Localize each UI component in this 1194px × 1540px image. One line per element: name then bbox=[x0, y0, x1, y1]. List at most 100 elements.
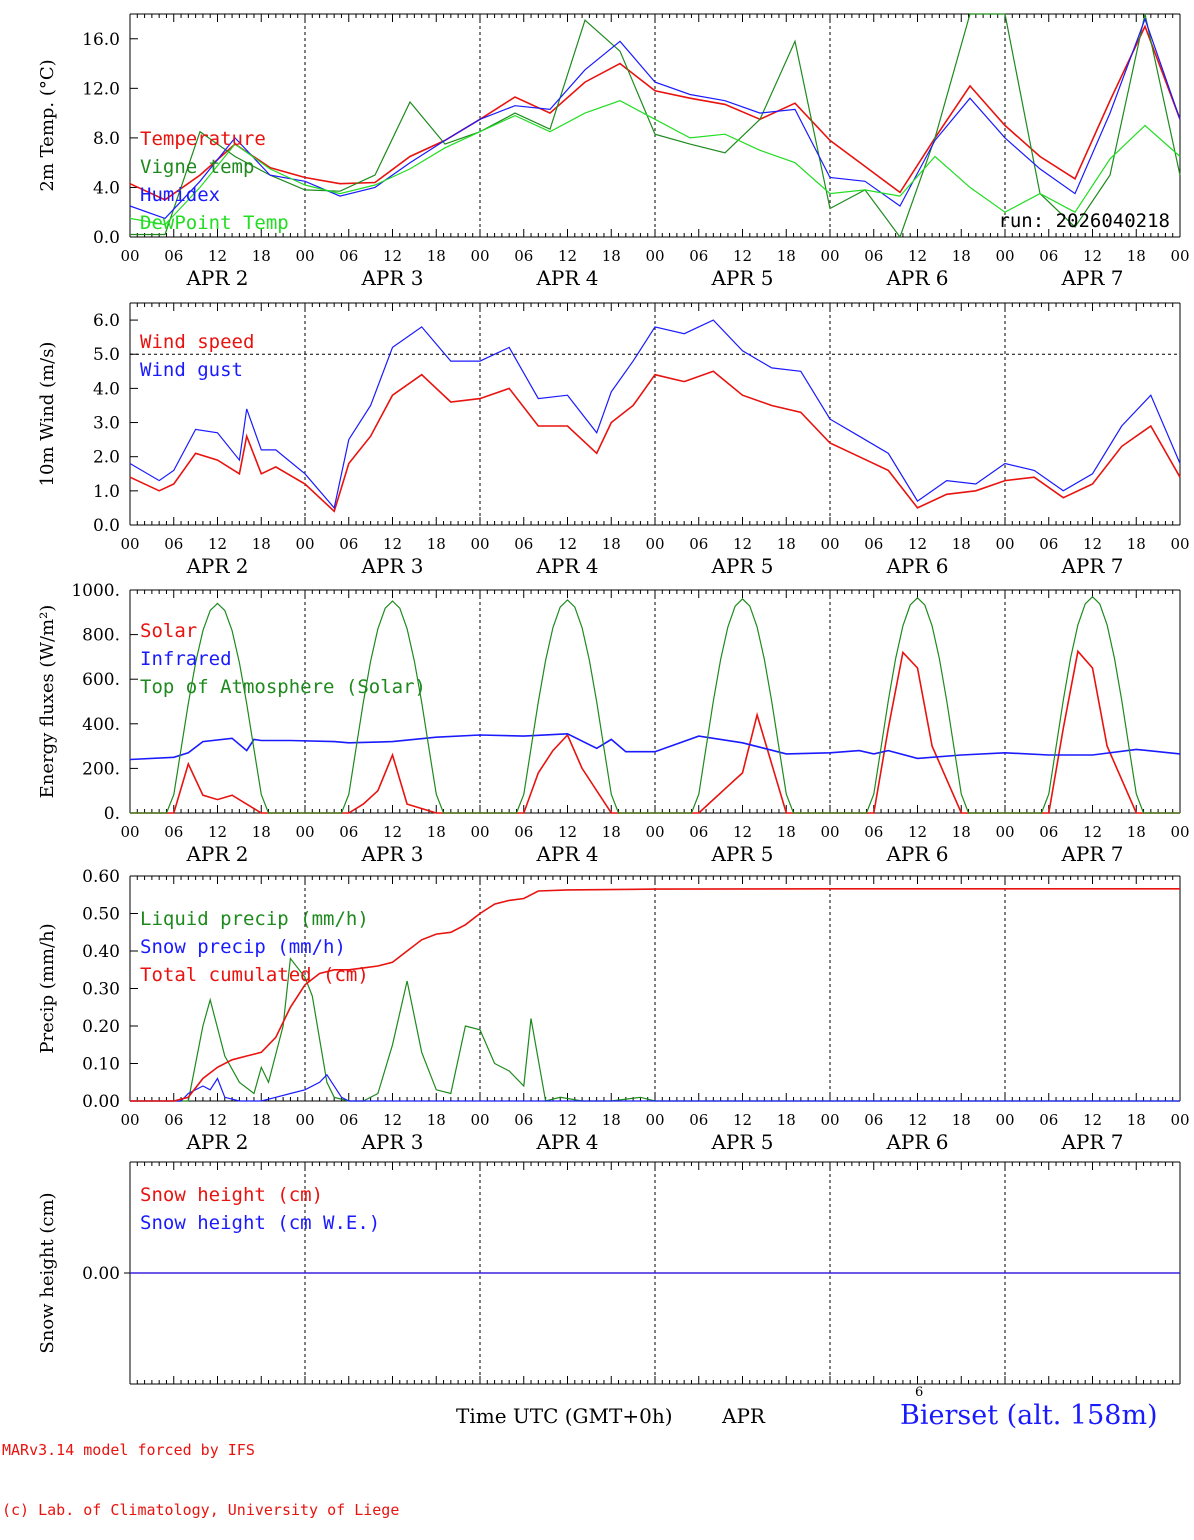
panel-snow: 0.00 Snow height (cm) Snow height (cm) Snow… bbox=[37, 1161, 1181, 1385]
series-line-liquid-precip-mm-h bbox=[130, 956, 1180, 1102]
x-tick-label: 12 bbox=[383, 247, 402, 265]
x-tick-label: 12 bbox=[558, 823, 577, 841]
x-tick-label: 06 bbox=[164, 535, 183, 553]
x-tick-label: 00 bbox=[645, 247, 664, 265]
y-tick-label: 5.0 bbox=[93, 345, 120, 365]
y-tick-label: 0. bbox=[104, 804, 120, 824]
x-tick-label: 00 bbox=[820, 1111, 839, 1129]
x-tick-label: 06 bbox=[864, 247, 883, 265]
legend-entry: DewPoint Temp bbox=[140, 212, 289, 234]
x-tick-label: 12 bbox=[908, 1111, 927, 1129]
x-tick-label: 06 bbox=[1039, 535, 1058, 553]
x-tick-label: 00 bbox=[995, 247, 1014, 265]
x-tick-label: 06 bbox=[864, 535, 883, 553]
series-line-humidex bbox=[129, 17, 1181, 220]
y-tick-label: 0.40 bbox=[82, 942, 120, 962]
x-tick-label: 00 bbox=[820, 823, 839, 841]
x-tick-label: 00 bbox=[120, 823, 139, 841]
x-tick-label: 12 bbox=[558, 247, 577, 265]
y-tick-label: 0.00 bbox=[82, 1264, 120, 1284]
x-tick-label: 18 bbox=[952, 823, 971, 841]
day-label: APR 2 bbox=[185, 1130, 248, 1154]
legend-entry: Wind speed bbox=[140, 331, 254, 353]
station-label: Bierset (alt. 158m) bbox=[900, 1400, 1158, 1431]
x-tick-label: 00 bbox=[470, 823, 489, 841]
day-label: APR 6 bbox=[885, 554, 948, 578]
run-annotation: run: 2026040218 bbox=[998, 210, 1170, 232]
day-label: APR 4 bbox=[535, 266, 598, 290]
x-tick-label: 06 bbox=[689, 1111, 708, 1129]
credit-line-2: (c) Lab. of Climatology, University of L… bbox=[2, 1501, 400, 1519]
x-tick-label: 12 bbox=[558, 535, 577, 553]
series-line-wind-gust bbox=[129, 319, 1181, 510]
x-tick-label: 00 bbox=[1170, 823, 1189, 841]
x-tick-label: 18 bbox=[777, 247, 796, 265]
x-tick-label: 18 bbox=[427, 247, 446, 265]
legend-entry: Snow height (cm) bbox=[140, 1184, 323, 1206]
x-tick-label: 12 bbox=[908, 247, 927, 265]
x-tick-label: 12 bbox=[1083, 1111, 1102, 1129]
x-tick-label: 00 bbox=[120, 535, 139, 553]
month-label: APR bbox=[722, 1404, 765, 1428]
x-tick-label: 06 bbox=[689, 247, 708, 265]
x-tick-label: 18 bbox=[1127, 247, 1146, 265]
legend-entry: Wind gust bbox=[140, 359, 243, 381]
x-tick-label: 18 bbox=[1127, 535, 1146, 553]
x-tick-label: 18 bbox=[602, 247, 621, 265]
y-tick-label: 400. bbox=[82, 715, 120, 735]
x-tick-label: 12 bbox=[733, 535, 752, 553]
y-tick-label: 0.0 bbox=[93, 516, 120, 536]
x-tick-label: 06 bbox=[1039, 823, 1058, 841]
x-tick-label: 12 bbox=[208, 1111, 227, 1129]
series-line-temperature bbox=[129, 24, 1181, 201]
legend-entry: Top of Atmosphere (Solar) bbox=[140, 676, 426, 698]
x-tick-label: 06 bbox=[339, 247, 358, 265]
x-tick-label: 18 bbox=[252, 823, 271, 841]
y-tick-label: 600. bbox=[82, 670, 120, 690]
x-tick-label: 06 bbox=[514, 1111, 533, 1129]
y-axis-title: Precip (mm/h) bbox=[37, 923, 58, 1053]
x-tick-label: 00 bbox=[120, 1111, 139, 1129]
x-tick-label: 00 bbox=[645, 535, 664, 553]
day-label: APR 3 bbox=[360, 842, 423, 866]
y-tick-label: 0.0 bbox=[93, 228, 120, 248]
y-tick-label: 0.00 bbox=[82, 1092, 120, 1112]
x-tick-label: 12 bbox=[208, 247, 227, 265]
x-tick-label: 00 bbox=[470, 1111, 489, 1129]
y-axis-title: Energy fluxes (W/m²) bbox=[37, 605, 58, 799]
day-label: APR 5 bbox=[710, 1130, 773, 1154]
x-tick-label: 00 bbox=[995, 535, 1014, 553]
x-tick-label: 12 bbox=[733, 1111, 752, 1129]
x-tick-label: 18 bbox=[252, 1111, 271, 1129]
x-tick-label: 00 bbox=[470, 247, 489, 265]
x-tick-label: 12 bbox=[1083, 247, 1102, 265]
x-tick-label: 06 bbox=[689, 823, 708, 841]
legend-entry: Snow height (cm W.E.) bbox=[140, 1212, 380, 1234]
model-credit: MARv3.14 model forced by IFS (c) Lab. of… bbox=[2, 1400, 399, 1540]
x-tick-label: 18 bbox=[777, 823, 796, 841]
panel-precip: 0.00 0.10 0.20 0.30 0.40 0.50 0.60 Precip (mm/h… bbox=[37, 867, 1190, 1154]
x-tick-label: 18 bbox=[1127, 823, 1146, 841]
x-tick-label: 18 bbox=[252, 535, 271, 553]
x-tick-label: 18 bbox=[252, 247, 271, 265]
x-tick-label: 06 bbox=[864, 823, 883, 841]
x-tick-label: 00 bbox=[295, 1111, 314, 1129]
x-tick-label: 00 bbox=[295, 247, 314, 265]
series-line-wind-speed bbox=[129, 370, 1181, 513]
series-line-infrared bbox=[129, 732, 1181, 761]
x-tick-label: 00 bbox=[645, 1111, 664, 1129]
day-label: APR 3 bbox=[360, 266, 423, 290]
x-tick-label: 12 bbox=[733, 823, 752, 841]
y-tick-label: 0.30 bbox=[82, 980, 120, 1000]
x-tick-label: 18 bbox=[427, 535, 446, 553]
y-tick-label: 16.0 bbox=[82, 30, 120, 50]
x-tick-label: 12 bbox=[383, 823, 402, 841]
day-label: APR 2 bbox=[185, 554, 248, 578]
day-label: APR 7 bbox=[1060, 1130, 1123, 1154]
panel-wind: 0.0 1.0 2.0 3.0 4.0 5.0 6.0 10m Wind (m/s) 00 06 1… bbox=[37, 302, 1190, 578]
series-line-snow-precip-mm-h bbox=[130, 1073, 1180, 1102]
y-tick-label: 2.0 bbox=[93, 448, 120, 468]
y-tick-label: 0.10 bbox=[82, 1055, 120, 1075]
y-axis-title: Snow height (cm) bbox=[37, 1192, 58, 1353]
x-tick-label: 00 bbox=[1170, 247, 1189, 265]
